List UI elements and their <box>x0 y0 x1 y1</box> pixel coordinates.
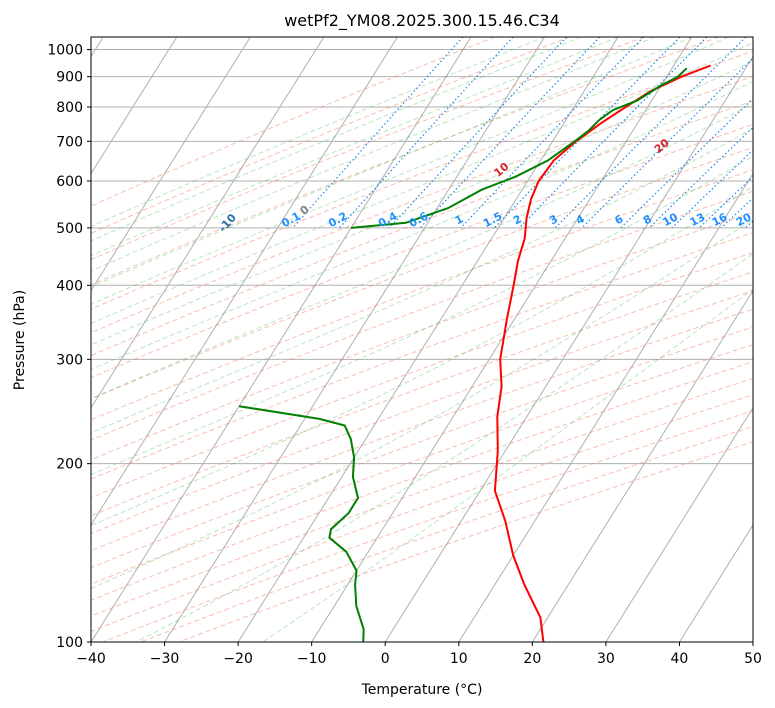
dry-adiabat-line <box>91 251 753 499</box>
dry-adiabat-line <box>91 123 753 379</box>
y-tick-label: 400 <box>56 278 83 294</box>
dry-adiabat-line <box>91 326 753 569</box>
plot-frame <box>90 36 754 643</box>
mixing-ratio-label: 13 <box>688 210 708 229</box>
isotherm-gridline <box>91 37 325 409</box>
dry-adiabat-line <box>91 290 753 535</box>
y-tick-label: 200 <box>56 457 83 473</box>
dry-adiabat-line <box>91 37 645 261</box>
moist-adiabat-line <box>91 37 545 228</box>
x-tick-label: 40 <box>671 651 689 667</box>
isotherm-gridline <box>91 37 178 175</box>
moist-adiabat-line <box>91 37 692 288</box>
dry-adiabat-line <box>91 169 753 421</box>
mixing-ratio-line <box>388 37 568 229</box>
isotherm-gridline <box>384 55 753 642</box>
x-axis-label: Temperature (°C) <box>361 682 483 698</box>
x-tick-label: −10 <box>297 651 327 667</box>
mixing-ratio-line <box>554 37 747 229</box>
moist-adiabat-line <box>91 155 753 476</box>
x-tick-label: 30 <box>597 651 615 667</box>
y-tick-label: 900 <box>56 70 83 86</box>
isotherm-gridline <box>237 37 619 642</box>
moist-adiabat-line <box>262 288 753 642</box>
dewpoint-profile-line <box>238 405 365 642</box>
chart-title: wetPf2_YM08.2025.300.15.46.C34 <box>284 11 560 31</box>
mixing-ratio-line <box>419 37 601 229</box>
dry-adiabat-line <box>91 37 496 207</box>
mixing-ratio-line <box>292 37 464 229</box>
isotherm-gridline <box>91 37 472 642</box>
mixing-ratio-line <box>648 126 753 229</box>
isotherm-gridline <box>164 37 545 642</box>
y-tick-label: 300 <box>56 352 83 368</box>
mixing-ratio-label: 20 <box>734 210 754 229</box>
mixing-ratio-line <box>460 37 644 229</box>
dry-adiabat-line <box>91 75 753 334</box>
dry-adiabat-line <box>91 146 753 400</box>
moist-adiabat-line <box>91 103 753 399</box>
dry-adiabat-line <box>91 37 570 234</box>
x-tick-label: −40 <box>76 651 106 667</box>
y-tick-label: 500 <box>56 221 83 237</box>
mixing-ratio-line <box>493 37 681 229</box>
y-tick-label: 700 <box>56 134 83 150</box>
x-tick-label: −30 <box>150 651 180 667</box>
mixing-ratio-label: 10 <box>660 210 680 229</box>
y-tick-label: 600 <box>56 174 83 190</box>
moist-adiabat-line <box>91 37 656 272</box>
moist-adiabat-line <box>91 37 582 242</box>
x-tick-label: 50 <box>744 651 762 667</box>
isotherm-gridline <box>91 37 398 526</box>
mixing-ratio-line <box>620 97 753 229</box>
isotherm-gridline <box>531 289 753 642</box>
moist-adiabat-line <box>135 253 753 642</box>
x-tick-label: 10 <box>450 651 468 667</box>
moist-adiabat-line <box>91 60 753 346</box>
dewpoint-profile-line <box>351 67 688 229</box>
dry-adiabat-line <box>91 271 753 517</box>
y-tick-label: 1000 <box>47 43 83 59</box>
x-tick-label: −20 <box>223 651 253 667</box>
isotherm-gridline <box>91 37 251 292</box>
dry-adiabat-line <box>91 190 753 441</box>
moist-adiabat-line <box>91 37 619 257</box>
mixing-ratio-line <box>698 175 753 229</box>
x-tick-label: 0 <box>381 651 390 667</box>
x-tick-label: 20 <box>523 651 541 667</box>
y-tick-label: 800 <box>56 100 83 116</box>
mixing-ratio-label: 16 <box>710 210 730 229</box>
isotherm-gridline <box>679 523 753 642</box>
y-tick-label: 100 <box>56 635 83 651</box>
moist-adiabat-line <box>91 37 729 305</box>
isotherm-gridline <box>458 172 753 642</box>
dry-adiabat-line <box>91 211 753 461</box>
y-axis-label: Pressure (hPa) <box>12 290 28 390</box>
temperature-profile-line <box>493 64 711 642</box>
dry-adiabat-line <box>91 232 753 480</box>
dry-adiabat-line <box>91 308 753 552</box>
isotherm-gridline <box>605 406 753 642</box>
mixing-ratio-line <box>518 37 708 229</box>
dry-adiabat-line <box>91 37 719 286</box>
